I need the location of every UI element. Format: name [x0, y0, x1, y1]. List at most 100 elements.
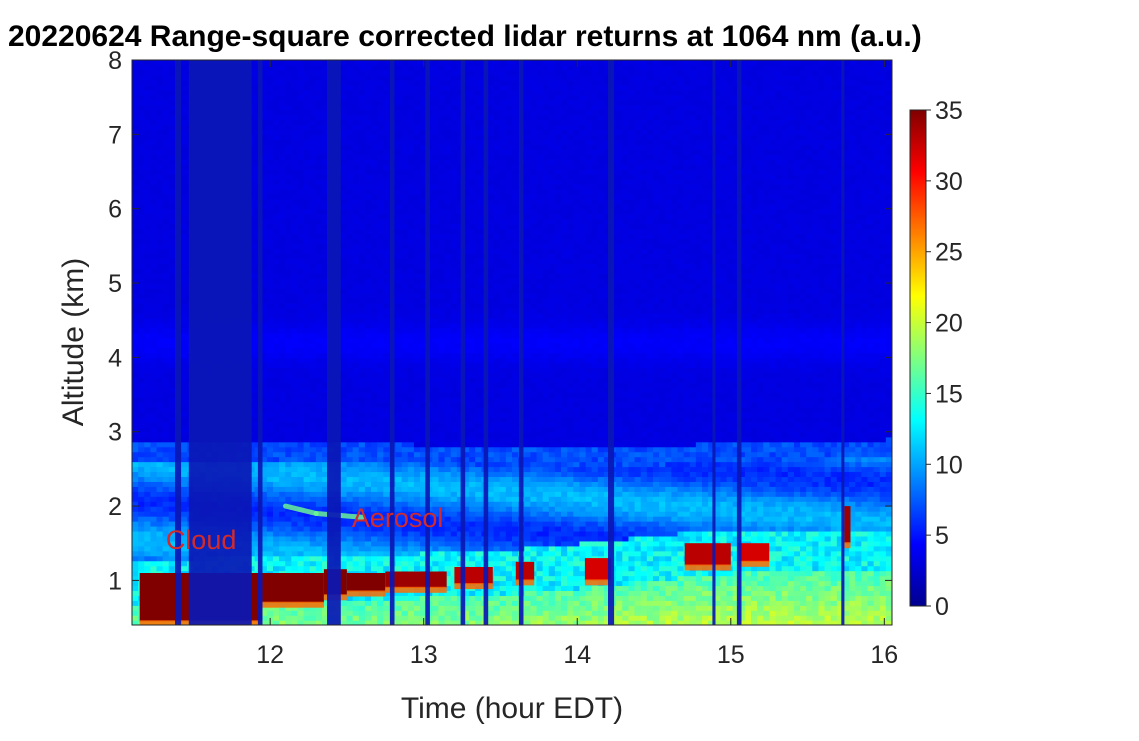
heatmap-cell: [371, 287, 378, 294]
heatmap-cell: [150, 302, 158, 309]
heatmap-cell: [322, 233, 329, 240]
heatmap-cell: [322, 193, 329, 200]
heatmap-cell: [358, 238, 366, 245]
heatmap-cell: [395, 169, 403, 175]
heatmap-cell: [377, 511, 384, 517]
heatmap-cell: [285, 273, 293, 279]
heatmap-cell: [132, 258, 139, 264]
heatmap-cell: [322, 486, 329, 492]
heatmap-cell: [352, 327, 360, 334]
heatmap-cell: [352, 520, 360, 527]
heatmap-cell: [132, 441, 139, 448]
heatmap-cell: [377, 392, 384, 398]
heatmap-cell: [162, 79, 170, 86]
heatmap-cell: [260, 302, 268, 309]
heatmap-cell: [248, 134, 256, 140]
heatmap-cell: [383, 411, 391, 418]
heatmap-cell: [340, 154, 348, 160]
heatmap-cell: [132, 178, 139, 185]
heatmap-cell: [297, 238, 305, 245]
heatmap-cell: [309, 74, 317, 81]
heatmap-cell: [144, 164, 152, 170]
heatmap-cell: [291, 377, 299, 383]
heatmap-cell: [138, 183, 145, 190]
heatmap-cell: [272, 506, 280, 512]
heatmap-cell: [260, 193, 268, 200]
heatmap-cell: [150, 347, 158, 354]
heatmap-cell: [364, 491, 372, 497]
heatmap-cell: [144, 431, 152, 438]
heatmap-cell: [364, 258, 372, 264]
heatmap-cell: [315, 352, 323, 359]
heatmap-cell: [377, 218, 384, 225]
heatmap-cell: [260, 421, 268, 428]
heatmap-cell: [162, 149, 170, 155]
heatmap-cell: [150, 164, 158, 170]
heatmap-cell: [352, 337, 360, 344]
heatmap-cell: [156, 565, 164, 572]
heatmap-cell: [162, 397, 170, 403]
heatmap-cell: [260, 129, 268, 136]
heatmap-cell: [315, 89, 323, 96]
heatmap-cell: [303, 535, 311, 542]
heatmap-cell: [156, 451, 164, 458]
heatmap-cell: [168, 342, 176, 349]
heatmap-cell: [291, 188, 299, 195]
heatmap-cell: [383, 159, 391, 165]
heatmap-cell: [248, 99, 256, 106]
heatmap-cell: [248, 372, 256, 378]
heatmap-cell: [162, 278, 170, 284]
heatmap-cell: [377, 60, 384, 66]
heatmap-cell: [285, 74, 293, 81]
heatmap-cell: [181, 159, 188, 165]
heatmap-cell: [162, 119, 170, 126]
heatmap-cell: [285, 238, 293, 245]
heatmap-cell: [168, 292, 176, 299]
heatmap-cell: [340, 436, 348, 443]
heatmap-cell: [272, 540, 280, 547]
heatmap-cell: [309, 357, 317, 364]
heatmap-cell: [162, 258, 170, 264]
heatmap-cell: [364, 436, 372, 443]
heatmap-cell: [377, 263, 384, 269]
heatmap-cell: [266, 511, 274, 517]
heatmap-cell: [383, 129, 391, 136]
heatmap-cell: [248, 342, 256, 349]
heatmap-cell: [377, 164, 384, 170]
heatmap-cell: [346, 471, 354, 478]
heatmap-cell: [144, 159, 152, 165]
heatmap-cell: [346, 352, 354, 359]
heatmap-cell: [364, 203, 372, 210]
heatmap-cell: [279, 278, 286, 284]
heatmap-cell: [358, 292, 366, 299]
heatmap-cell: [181, 243, 188, 250]
heatmap-cell: [352, 84, 360, 91]
heatmap-cell: [377, 406, 384, 413]
heatmap-cell: [248, 69, 256, 76]
heatmap-cell: [168, 119, 176, 126]
heatmap-cell: [297, 540, 305, 547]
heatmap-cell: [285, 481, 293, 487]
heatmap-cell: [358, 79, 366, 86]
heatmap-cell: [156, 545, 164, 552]
heatmap-cell: [272, 134, 280, 140]
heatmap-cell: [340, 426, 348, 433]
heatmap-cell: [168, 372, 176, 378]
heatmap-cell: [395, 411, 403, 418]
heatmap-cell: [297, 605, 305, 611]
heatmap-cell: [297, 545, 305, 552]
heatmap-cell: [285, 263, 293, 269]
heatmap-cell: [162, 69, 170, 76]
heatmap-cell: [181, 99, 188, 106]
heatmap-cell: [266, 610, 274, 616]
heatmap-cell: [260, 377, 268, 383]
heatmap-cell: [377, 476, 384, 482]
heatmap-cell: [322, 481, 329, 487]
heatmap-cell: [272, 397, 280, 403]
heatmap-cell: [364, 287, 372, 294]
heatmap-cell: [248, 362, 256, 368]
heatmap-cell: [322, 109, 329, 116]
heatmap-cell: [272, 545, 280, 552]
heatmap-cell: [279, 99, 286, 106]
heatmap-cell: [285, 501, 293, 507]
